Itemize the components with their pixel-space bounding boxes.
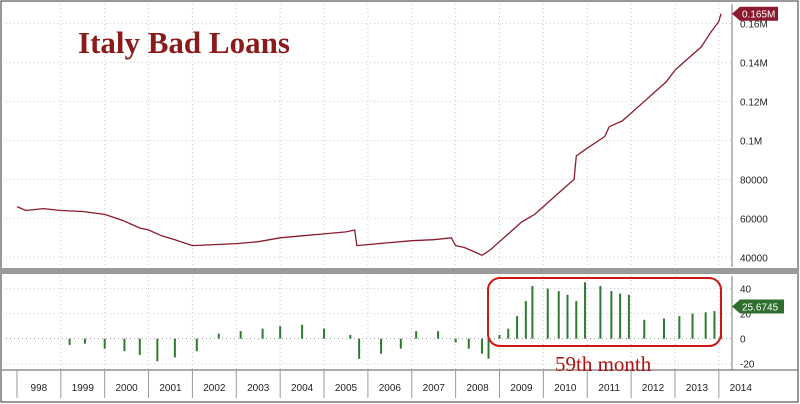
x-tick-label: 2011 (598, 383, 620, 394)
annotation-box (487, 277, 722, 347)
y-tick-label: 60000 (740, 214, 768, 225)
last-value-badge (732, 6, 778, 21)
y-tick-label: 40 (740, 285, 752, 296)
x-tick-label: 2000 (116, 383, 139, 394)
last-value-badge (732, 299, 784, 314)
x-tick-label: 2004 (291, 383, 314, 394)
y-tick-label: 80000 (740, 175, 768, 186)
bad-loans-line (16, 13, 722, 257)
x-tick-label: 2014 (730, 383, 753, 394)
y-tick-label: -20 (740, 360, 755, 371)
panel-separator (2, 268, 798, 274)
last-value-label: 25.6745 (742, 302, 779, 313)
x-tick-label: 2006 (379, 383, 402, 394)
x-tick-label: 2003 (247, 383, 270, 394)
y-tick-label: 0.14M (740, 58, 768, 69)
y-tick-label: 0.1M (740, 136, 762, 147)
x-tick-label: 2009 (510, 383, 533, 394)
last-value-label: 0.165M (742, 10, 775, 21)
x-tick-label: 2007 (423, 383, 446, 394)
y-tick-label: 20 (740, 310, 752, 321)
y-tick-label: 0 (740, 335, 746, 346)
x-tick-label: 2013 (686, 383, 709, 394)
x-tick-label: 2012 (642, 383, 665, 394)
annotation-label: 59th month (555, 352, 652, 376)
x-tick-label: 2008 (466, 383, 489, 394)
x-tick-label: 998 (31, 383, 48, 394)
y-tick-label: 40000 (740, 253, 768, 264)
chart-title: Italy Bad Loans (78, 25, 290, 60)
x-tick-label: 2002 (203, 383, 226, 394)
y-tick-label: 0.16M (740, 19, 768, 30)
x-tick-label: 2005 (335, 383, 358, 394)
x-tick-label: 2001 (159, 383, 182, 394)
x-tick-label: 2010 (554, 383, 577, 394)
y-tick-label: 0.12M (740, 97, 768, 108)
x-tick-label: 1999 (72, 383, 95, 394)
